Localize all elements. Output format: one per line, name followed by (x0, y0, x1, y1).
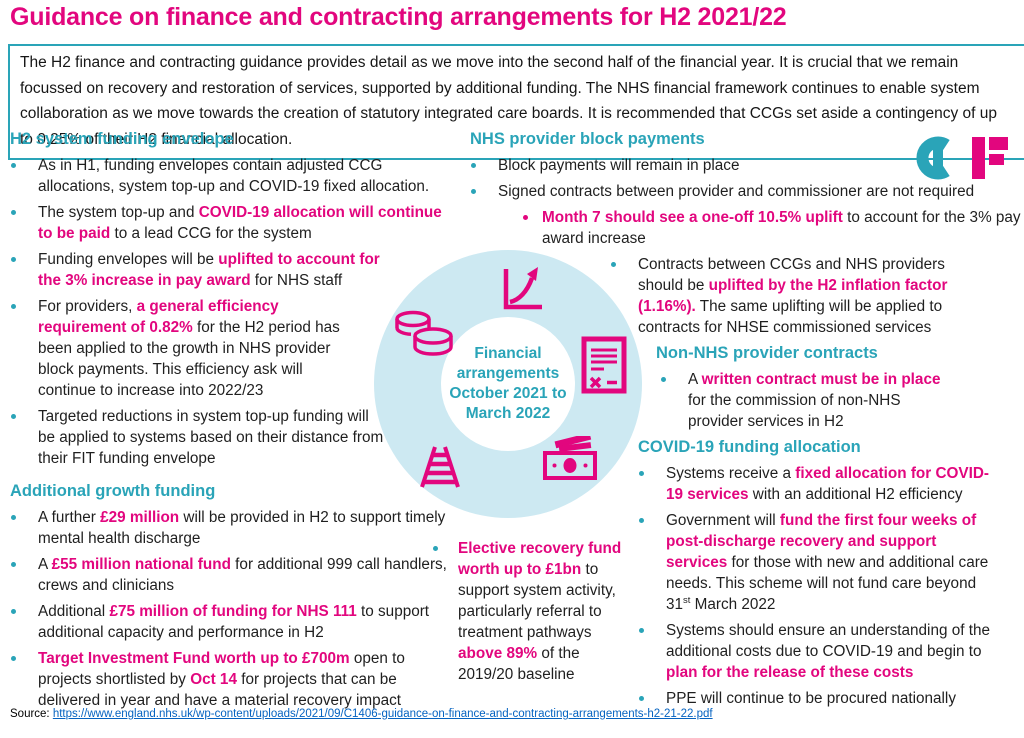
bullet-dot (471, 189, 476, 194)
bullet-item: PPE will continue to be procured nationa… (638, 688, 990, 709)
section-heading-covid-19-funding-allocation: COVID-19 funding allocation (638, 438, 861, 456)
cf-logo (916, 136, 1008, 180)
coins-icon (395, 310, 453, 356)
bullet-text: Signed contracts between provider and co… (498, 183, 975, 200)
source-line: Source: https://www.england.nhs.uk/wp-co… (10, 708, 1010, 720)
bullet-text: Funding envelopes will be uplifted to ac… (38, 251, 380, 289)
bullet-item: Systems should ensure an understanding o… (638, 620, 990, 683)
bullet-list: A written contract must be in place for … (660, 369, 952, 432)
bullet-list: Systems receive a fixed allocation for C… (638, 463, 990, 709)
source-link[interactable]: https://www.england.nhs.uk/wp-content/up… (52, 708, 713, 720)
bullet-text: The system top-up and COVID-19 allocatio… (38, 204, 442, 242)
financial-circle-diagram: Financial arrangements October 2021 to M… (374, 250, 642, 518)
bullet-dot (11, 163, 16, 168)
intro-box: The H2 finance and contracting guidance … (8, 44, 1024, 160)
section-heading-nhs-provider-block-payments: NHS provider block payments (470, 130, 705, 148)
bullet-text: As in H1, funding envelopes contain adju… (38, 157, 430, 195)
financial-circle-label: Financial arrangements October 2021 to M… (449, 345, 567, 422)
bullet-list: Block payments will remain in place Signe… (470, 155, 1022, 202)
section-heading: Additional growth funding (10, 482, 216, 500)
bullet-item: Additional £75 million of funding for NH… (10, 601, 450, 643)
bullet-dot (639, 628, 644, 633)
bullet-item: A written contract must be in place for … (660, 369, 952, 432)
bullet-text: Targeted reductions in system top-up fun… (38, 408, 384, 467)
section-additional-growth-funding: Additional growth funding A further £29 … (10, 482, 450, 716)
bullet-text: Elective recovery fund worth up to £1bn … (458, 540, 622, 683)
bullet-text: A written contract must be in place for … (688, 371, 941, 430)
growth-chart-icon (503, 267, 542, 310)
cf-logo-c (916, 136, 950, 180)
bullet-list: Elective recovery fund worth up to £1bn … (432, 538, 634, 685)
bullet-text: Systems receive a fixed allocation for C… (666, 465, 989, 503)
bullet-item: Month 7 should see a one-off 10.5% uplif… (522, 207, 1022, 249)
bullet-dot (11, 515, 16, 520)
bullet-list: A further £29 million will be provided i… (10, 507, 450, 711)
bullet-text: Contracts between CCGs and NHS providers… (638, 256, 948, 336)
bullet-dot (611, 262, 616, 267)
bullet-item: A further £29 million will be provided i… (10, 507, 450, 549)
section-heading: H2 system funding envelope (10, 130, 234, 148)
sub-bullet-list: Contracts between CCGs and NHS providers… (610, 254, 966, 338)
bullet-dot (11, 656, 16, 661)
railway-icon (420, 446, 460, 488)
bullet-item: As in H1, funding envelopes contain adju… (10, 155, 450, 197)
bullet-text: PPE will continue to be procured nationa… (666, 690, 956, 707)
bullet-dot (11, 210, 16, 215)
bullet-text: For providers, a general efficiency requ… (38, 298, 340, 399)
bullet-item: For providers, a general efficiency requ… (10, 296, 450, 401)
page-title: Guidance on finance and contracting arra… (10, 3, 787, 31)
bullet-dot (11, 562, 16, 567)
bullet-dot (639, 518, 644, 523)
bullet-item: Funding envelopes will be uplifted to ac… (10, 249, 450, 291)
bullet-item: Signed contracts between provider and co… (470, 181, 1022, 202)
bullet-dot (11, 609, 16, 614)
bullet-dot (661, 377, 666, 382)
bullet-dot (433, 546, 438, 551)
bullet-item: Systems receive a fixed allocation for C… (638, 463, 990, 505)
source-label: Source: (10, 708, 50, 720)
bullet-dot (639, 696, 644, 701)
section-heading-non-nhs-provider-contracts: Non-NHS provider contracts (656, 344, 878, 362)
bullet-text: Month 7 should see a one-off 10.5% uplif… (542, 209, 1021, 247)
cf-logo-f (972, 137, 985, 179)
bullet-item: A £55 million national fund for addition… (10, 554, 450, 596)
bullet-text: Block payments will remain in place (498, 157, 740, 174)
bullet-item: Target Investment Fund worth up to £700m… (10, 648, 450, 711)
bullet-item: Government will fund the first four week… (638, 510, 990, 615)
bullet-text: A further £29 million will be provided i… (38, 509, 446, 547)
bullet-item: Contracts between CCGs and NHS providers… (610, 254, 966, 338)
bullet-dot (471, 163, 476, 168)
bullet-item: The system top-up and COVID-19 allocatio… (10, 202, 450, 244)
bullet-dot (11, 257, 16, 262)
banknotes-icon (543, 436, 597, 480)
bullet-dot (11, 414, 16, 419)
bullet-dot (11, 304, 16, 309)
bullet-text: Target Investment Fund worth up to £700m… (38, 650, 405, 709)
bullet-item: Elective recovery fund worth up to £1bn … (432, 538, 634, 685)
bullet-item: Targeted reductions in system top-up fun… (10, 406, 450, 469)
sub-bullet-list: Month 7 should see a one-off 10.5% uplif… (522, 207, 1022, 249)
section-h2-system-funding-envelope: H2 system funding envelope As in H1, fun… (10, 130, 450, 474)
bullet-list: As in H1, funding envelopes contain adju… (10, 155, 450, 469)
bullet-text: Additional £75 million of funding for NH… (38, 603, 430, 641)
bullet-dot (639, 471, 644, 476)
bullet-item: Block payments will remain in place (470, 155, 1022, 176)
section-elective-recovery: Elective recovery fund worth up to £1bn … (432, 538, 634, 690)
bullet-text: A £55 million national fund for addition… (38, 556, 447, 594)
contract-icon (581, 336, 627, 394)
bullet-dot (523, 215, 528, 220)
right-column: NHS provider block payments Block paymen… (470, 130, 1022, 714)
financial-circle-center: Financial arrangements October 2021 to M… (441, 317, 575, 451)
bullet-text: Systems should ensure an understanding o… (666, 622, 990, 681)
bullet-text: Government will fund the first four week… (666, 512, 989, 613)
